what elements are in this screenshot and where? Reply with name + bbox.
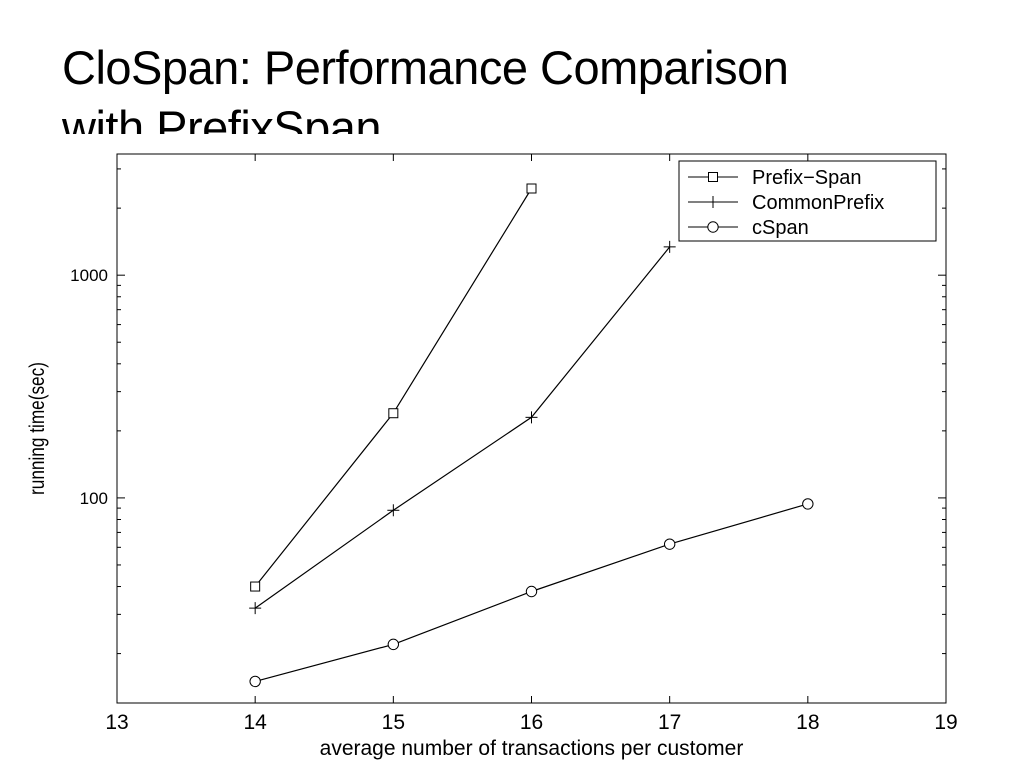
series-line — [254, 246, 671, 609]
x-tick-label: 16 — [520, 711, 543, 734]
series-circle — [249, 498, 814, 688]
legend-marker — [707, 221, 719, 233]
x-tick-label: 13 — [105, 711, 128, 734]
data-point — [663, 240, 676, 253]
x-tick-label: 17 — [658, 711, 681, 734]
legend-label: cSpan — [752, 217, 809, 239]
data-point — [663, 538, 676, 550]
series-line — [254, 188, 533, 587]
plot-series — [249, 183, 814, 688]
data-point — [250, 581, 261, 592]
legend-box — [678, 160, 937, 242]
legend-item: cSpan — [688, 217, 809, 239]
y-axis-label: running time(sec) — [27, 362, 50, 495]
slide-title-line-1: CloSpan: Performance Comparison — [62, 41, 789, 94]
data-point — [802, 498, 814, 510]
data-point — [249, 675, 261, 688]
data-point — [387, 638, 400, 651]
legend-label: CommonPrefix — [752, 192, 884, 214]
legend-label: Prefix−Span — [752, 167, 862, 189]
legend-marker — [707, 196, 719, 208]
legend-item: Prefix−Span — [688, 167, 862, 189]
series-square — [250, 183, 537, 592]
legend-item: CommonPrefix — [688, 192, 884, 214]
data-point — [388, 408, 399, 419]
x-tick-label: 15 — [382, 711, 405, 734]
data-point — [526, 183, 537, 194]
data-point — [249, 602, 262, 615]
plot-frame — [116, 153, 947, 704]
x-tick-label: 18 — [796, 711, 819, 734]
data-point — [387, 504, 400, 517]
legend-marker — [708, 172, 718, 182]
data-point — [525, 411, 538, 424]
x-axis-label: average number of transactions per custo… — [320, 737, 744, 760]
slide-title-line-2: with PrefixSpan — [62, 101, 382, 134]
data-point — [525, 585, 538, 598]
x-tick-label: 19 — [934, 711, 957, 734]
y-tick-label: 100 — [80, 489, 108, 508]
tick-labels: 13 14 15 16 17 18 19 100 1000 — [70, 266, 958, 734]
y-tick-label: 1000 — [70, 266, 108, 285]
series-plus — [249, 240, 676, 615]
slide-title: CloSpan: Performance Comparison with Pre… — [62, 38, 1002, 134]
axis-ticks — [116, 154, 947, 703]
legend: Prefix−Span CommonPrefix cSpan — [678, 160, 937, 242]
x-tick-label: 14 — [243, 711, 267, 734]
